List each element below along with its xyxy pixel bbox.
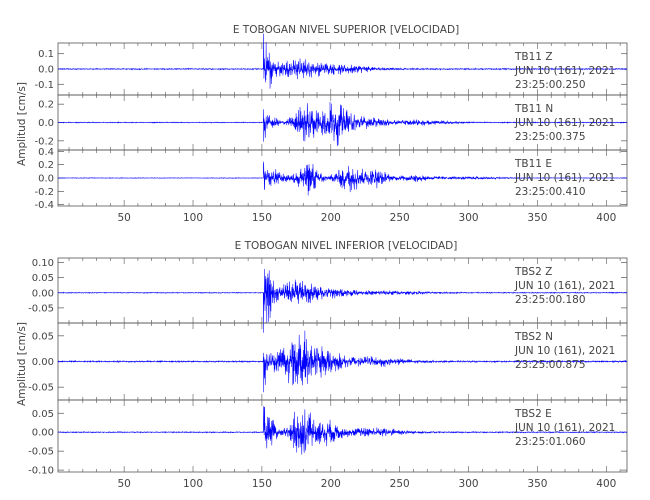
y-tick-label: -0.05 xyxy=(28,303,54,314)
waveform-trace xyxy=(57,101,628,147)
panel-tbs2-e: 0.05 0.00 -0.05 -0.10 TBS2 E JUN 10 (161), 20… xyxy=(28,399,628,490)
y-tick-label: 0.05 xyxy=(32,273,54,284)
date-label: JUN 10 (161), 2021 xyxy=(514,280,615,292)
time-label: 23:25:00.250 xyxy=(515,79,586,91)
y-tick-label: -0.2 xyxy=(34,187,54,198)
y-tick-label: 0.2 xyxy=(38,160,54,171)
x-tick-label: 300 xyxy=(459,212,479,224)
panel-tb11-e: 0.4 0.2 0.0 -0.2 -0.4 TB11 E JUN 10 (161), 202… xyxy=(34,147,628,224)
waveform-trace xyxy=(57,406,628,455)
station-label: TBS2 Z xyxy=(514,266,552,278)
y-tick-label: 0.0 xyxy=(38,174,54,185)
waveform-trace xyxy=(57,269,628,333)
bottom-chart-title: E TOBOGAN NIVEL INFERIOR [VELOCIDAD] xyxy=(235,240,458,252)
x-tick-label: 100 xyxy=(183,478,203,490)
x-tick-label: 250 xyxy=(390,478,410,490)
top-chart-title: E TOBOGAN NIVEL SUPERIOR [VELOCIDAD] xyxy=(233,24,459,36)
x-tick-label: 200 xyxy=(321,212,341,224)
time-label: 23:25:00.180 xyxy=(515,294,586,306)
x-tick-label: 150 xyxy=(252,212,272,224)
top-chart-ylabel: Amplitud [cm/s] xyxy=(16,82,28,166)
y-tick-label: 0.0 xyxy=(38,65,54,76)
time-label: 23:25:01.060 xyxy=(515,436,586,448)
panel-frame xyxy=(57,399,628,473)
x-tick-label: 400 xyxy=(596,478,616,490)
station-label: TB11 N xyxy=(514,103,553,115)
y-tick-label: -0.2 xyxy=(34,136,54,147)
bottom-chart-ylabel: Amplitud [cm/s] xyxy=(16,322,28,406)
y-tick-label: 0.4 xyxy=(38,147,54,158)
waveform-trace xyxy=(57,161,628,196)
x-tick-label: 400 xyxy=(596,212,616,224)
y-tick-label: 0.10 xyxy=(32,258,54,269)
time-label: 23:25:00.375 xyxy=(515,131,586,143)
y-tick-label: -0.4 xyxy=(34,200,54,211)
x-tick-label: 200 xyxy=(321,478,341,490)
date-label: JUN 10 (161), 2021 xyxy=(514,422,615,434)
y-tick-label: 0.05 xyxy=(32,331,54,342)
y-tick-label: -0.05 xyxy=(28,383,54,394)
y-tick-label: 0.2 xyxy=(38,100,54,111)
x-tick-label: 100 xyxy=(183,212,203,224)
waveform-trace xyxy=(57,33,628,89)
date-label: JUN 10 (161), 2021 xyxy=(514,117,615,129)
x-tick-label: 350 xyxy=(527,212,547,224)
panel-tb11-z: 0.1 0.0 -0.1 TB11 Z JUN 10 (161), 2021 23:25:… xyxy=(34,33,628,96)
date-label: JUN 10 (161), 2021 xyxy=(514,345,615,357)
date-label: JUN 10 (161), 2021 xyxy=(514,172,615,184)
x-tick-label: 250 xyxy=(390,212,410,224)
x-tick-label: 300 xyxy=(459,478,479,490)
y-tick-label: 0.00 xyxy=(32,288,54,299)
station-label: TB11 Z xyxy=(514,51,553,63)
x-tick-label: 50 xyxy=(117,212,130,224)
y-tick-label: 0.00 xyxy=(32,428,54,439)
panel-tbs2-n: 0.05 0.00 -0.05 TBS2 N JUN 10 (161), 2021 23:… xyxy=(28,322,628,401)
x-tick-label: 150 xyxy=(252,478,272,490)
date-label: JUN 10 (161), 2021 xyxy=(514,65,615,77)
y-tick-label: 0.1 xyxy=(38,49,54,60)
y-tick-label: 0.00 xyxy=(32,357,54,368)
y-tick-label: 0.0 xyxy=(38,118,54,129)
y-tick-label: -0.10 xyxy=(28,466,54,477)
panel-tbs2-z: 0.10 0.05 0.00 -0.05 TBS2 Z JUN 10 (161), 202… xyxy=(28,257,628,333)
time-label: 23:25:00.875 xyxy=(515,359,586,371)
station-label: TBS2 E xyxy=(514,408,552,420)
x-tick-label: 350 xyxy=(527,478,547,490)
y-tick-label: -0.05 xyxy=(28,447,54,458)
y-tick-label: -0.1 xyxy=(34,80,54,91)
x-tick-label: 50 xyxy=(117,478,130,490)
y-tick-label: 0.05 xyxy=(32,409,54,420)
time-label: 23:25:00.410 xyxy=(515,186,586,198)
waveform-trace xyxy=(57,330,628,393)
panel-tb11-n: 0.2 0.0 -0.2 TB11 N JUN 10 (161), 2021 23:25:… xyxy=(34,94,628,151)
station-label: TBS2 N xyxy=(514,331,553,343)
station-label: TB11 E xyxy=(514,158,552,170)
